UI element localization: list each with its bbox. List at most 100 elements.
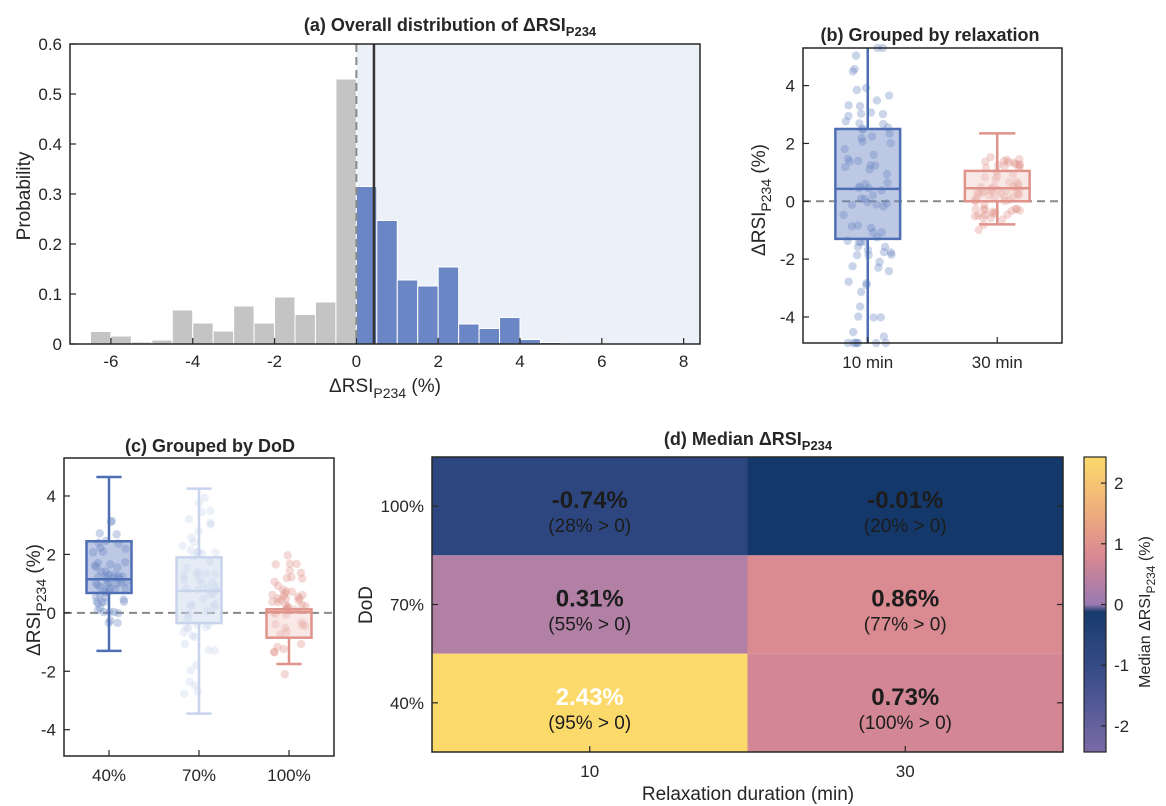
jitter-point (865, 165, 874, 174)
histogram-bar-negative (294, 314, 316, 345)
jitter-point (101, 567, 110, 576)
jitter-point (1014, 191, 1023, 200)
x-tick-label: 2 (433, 352, 442, 371)
jitter-point (848, 67, 858, 76)
jitter-point (184, 609, 194, 619)
jitter-point (121, 584, 130, 593)
jitter-point (204, 645, 213, 655)
y-tick-label: 100% (381, 497, 424, 516)
jitter-point (211, 569, 220, 579)
y-tick-label: 0.6 (38, 35, 62, 54)
jitter-point (287, 587, 296, 596)
heatmap-cell-value: 0.86% (871, 586, 939, 613)
jitter-point (209, 602, 219, 612)
jitter-point (980, 205, 990, 215)
y-tick-label: 0.1 (38, 285, 62, 304)
jitter-point (273, 594, 283, 603)
colorbar-tick-label: 1 (1114, 535, 1123, 554)
jitter-point (870, 161, 880, 170)
jitter-point (857, 134, 866, 143)
jitter-point (978, 188, 987, 198)
jitter-point (978, 187, 987, 196)
jitter-point (183, 614, 193, 623)
jitter-point (276, 629, 285, 639)
jitter-point (858, 137, 867, 146)
x-tick-label: 30 (896, 762, 915, 781)
jitter-point (886, 139, 895, 148)
jitter-point (1015, 160, 1024, 169)
jitter-point (106, 560, 115, 569)
jitter-point (100, 593, 109, 602)
jitter-point (292, 559, 301, 569)
jitter-point (182, 563, 192, 572)
x-tick-label: 100% (267, 766, 310, 785)
jitter-point (863, 198, 872, 207)
histogram-bar-positive (396, 279, 419, 345)
histogram-bar-negative (89, 331, 112, 345)
jitter-point (847, 222, 857, 231)
histogram-bar-positive (499, 317, 521, 345)
jitter-point (972, 193, 981, 202)
jitter-point (179, 628, 188, 637)
heatmap-cell (432, 555, 748, 654)
jitter-point (206, 518, 215, 528)
heatmap-cell-percent: (95% > 0) (548, 713, 631, 734)
jitter-point (91, 578, 101, 588)
jitter-point (877, 227, 886, 237)
histogram-bar-negative (110, 335, 132, 345)
x-tick-label: 4 (515, 352, 524, 371)
jitter-point (271, 620, 280, 629)
histogram-bar-negative (233, 305, 255, 345)
heatmap-cell (432, 457, 748, 556)
x-tick-label: -4 (185, 352, 200, 371)
y-tick-label: 2 (47, 545, 56, 564)
panel-d-heatmap: (d) Median ΔRSIP234 -0.74%(28% > 0) -0.01… (356, 429, 1158, 805)
jitter-point (868, 191, 878, 200)
jitter-point (300, 621, 310, 631)
y-tick-label: 0.4 (38, 135, 62, 154)
jitter-point (210, 600, 219, 609)
jitter-point (869, 313, 878, 322)
y-tick-label: 40% (390, 694, 424, 713)
jitter-point (981, 211, 990, 220)
panel-c-boxplot: (c) Grouped by DoD 40% 70% 100% -4 -2 0 2 4 ΔRS… (24, 436, 335, 785)
panel-b-boxplot: (b) Grouped by relaxation 10 min 30 min -4… (749, 25, 1063, 372)
axes-frame (802, 47, 1063, 344)
axes-frame (63, 457, 335, 757)
histogram-bar-negative (274, 296, 296, 345)
jitter-point (96, 604, 105, 613)
jitter-point (194, 567, 203, 577)
histogram-bar-positive (437, 266, 460, 345)
panel-d-title: (d) Median ΔRSIP234 (664, 429, 833, 453)
jitter-point (282, 587, 291, 596)
jitter-point (116, 578, 126, 587)
heatmap-cell (747, 555, 1063, 654)
jitter-point (998, 215, 1007, 224)
jitter-point (849, 327, 858, 337)
jitter-point (861, 179, 870, 189)
jitter-point (113, 563, 122, 572)
jitter-point (186, 600, 195, 610)
jitter-point (285, 566, 294, 575)
jitter-point (879, 119, 888, 129)
y-tick-label: 4 (786, 77, 795, 96)
jitter-point (208, 577, 217, 587)
box-iqr (85, 540, 133, 595)
jitter-point (198, 579, 207, 589)
jitter-point (88, 548, 98, 557)
jitter-point (879, 202, 888, 211)
jitter-point (96, 582, 105, 592)
x-tick-label: 10 min (842, 353, 893, 372)
jitter-point (190, 632, 200, 642)
jitter-point (989, 209, 998, 218)
jitter-point (853, 242, 863, 252)
heatmap-cell-percent: (77% > 0) (864, 615, 947, 636)
jitter-point (1013, 179, 1023, 189)
jitter-point (268, 590, 277, 600)
jitter-point (844, 277, 853, 286)
jitter-point (971, 204, 980, 214)
jitter-point (867, 132, 877, 141)
jitter-point (105, 578, 114, 588)
colorbar-tick-label: -1 (1114, 656, 1129, 675)
jitter-point (853, 221, 862, 230)
